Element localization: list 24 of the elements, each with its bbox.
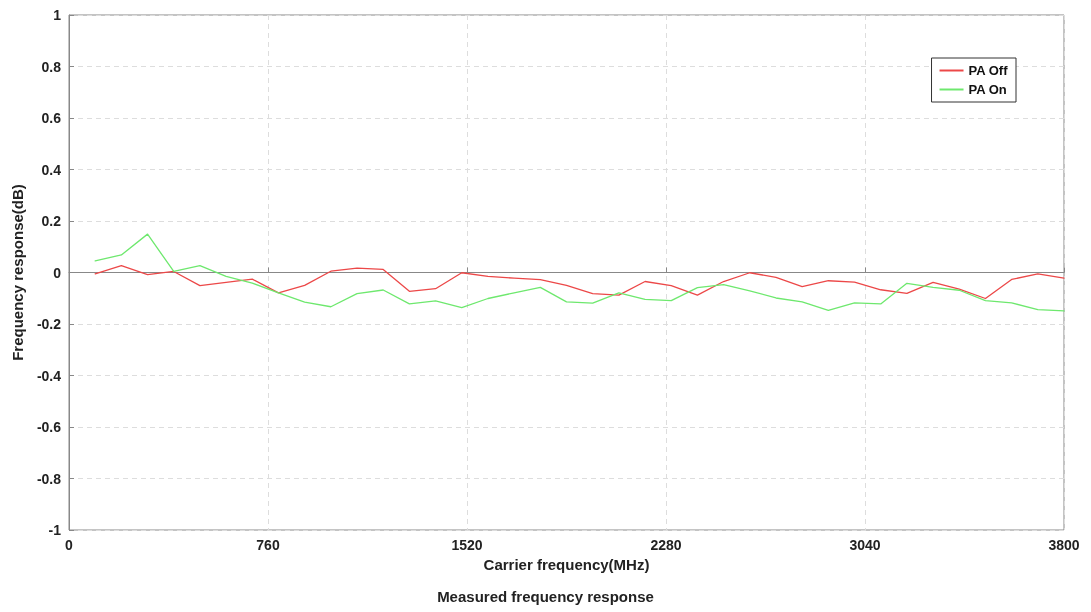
- y-tick-label: -0.8: [36, 470, 62, 487]
- y-tick-label: 0.8: [41, 58, 62, 75]
- y-tick-label: 1: [53, 7, 62, 23]
- legend-label: PA On: [968, 82, 1007, 97]
- x-tick-label: 0: [65, 537, 74, 553]
- y-tick-label: 0.2: [41, 213, 62, 229]
- x-tick-label: 2280: [650, 537, 682, 553]
- y-tick-label: 0: [53, 264, 62, 281]
- x-tick-label: 3800: [1048, 537, 1080, 553]
- y-tick-label: -0.2: [36, 316, 62, 332]
- x-tick-label: 760: [256, 537, 280, 553]
- line-series: [94, 233, 1065, 312]
- y-tick-label: 0.4: [41, 161, 62, 178]
- y-tick-label: -0.6: [36, 419, 62, 435]
- x-tick-label: 3040: [849, 537, 881, 553]
- x-tick-label: 1520: [451, 537, 483, 553]
- text: Measured frequency response: [437, 588, 654, 605]
- y-tick-label: -1: [48, 522, 62, 538]
- y-tick-label: 0.6: [41, 110, 62, 126]
- line-series: [94, 264, 1065, 300]
- x-axis-title: Carrier frequency(MHz): [483, 555, 650, 573]
- y-tick-label: -0.4: [36, 367, 62, 384]
- y-axis-title: Frequency response(dB): [9, 184, 26, 361]
- legend-label: PA Off: [968, 63, 1009, 78]
